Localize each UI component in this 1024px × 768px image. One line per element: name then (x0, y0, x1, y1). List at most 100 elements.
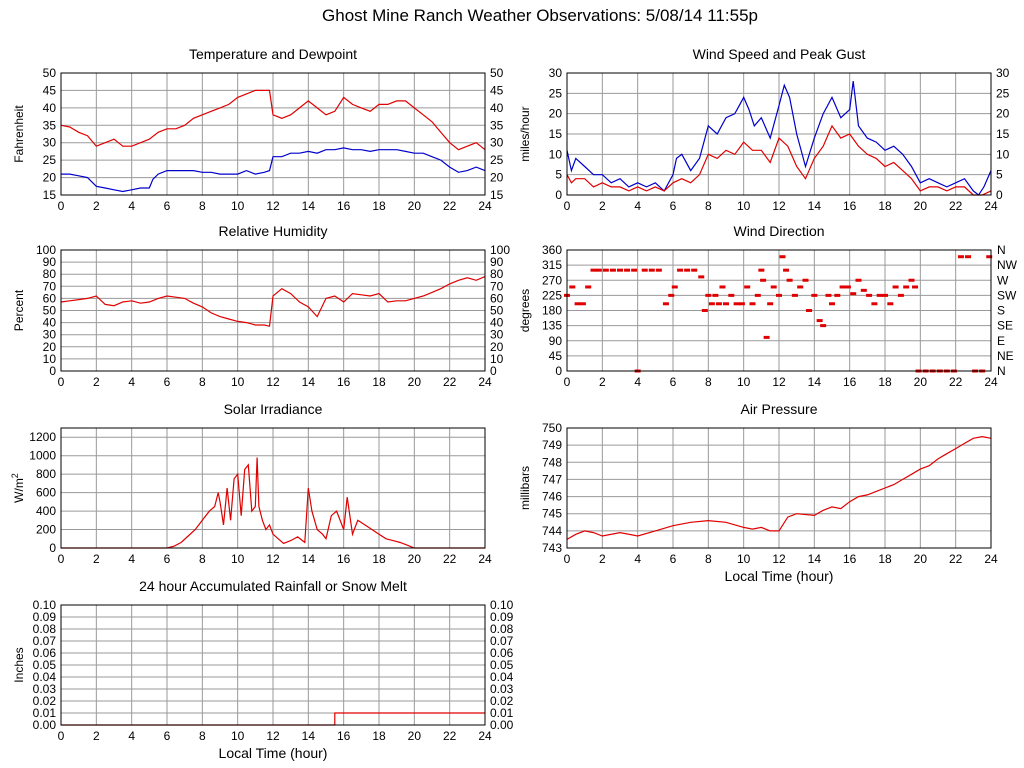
x-tick-label: 12 (266, 199, 280, 213)
x-tick-label: 18 (878, 552, 892, 566)
direction-point (797, 285, 804, 289)
x-tick-label: 14 (808, 375, 822, 389)
direction-point (668, 293, 675, 297)
y-tick-label-right: 30 (490, 136, 504, 150)
y-tick-label: 20 (549, 107, 563, 121)
x-tick-label: 8 (199, 199, 206, 213)
direction-point (698, 275, 705, 279)
y-tick-label: 360 (542, 243, 562, 257)
x-tick-label: 2 (599, 552, 606, 566)
y-axis-label: millibars (518, 466, 532, 510)
direction-point (850, 292, 857, 296)
x-tick-label: 24 (478, 729, 492, 743)
direction-point (719, 285, 726, 289)
direction-point (715, 302, 722, 306)
y-tick-label: 746 (542, 490, 562, 504)
chart-title: Air Pressure (740, 401, 817, 417)
direction-point (786, 278, 793, 282)
direction-point (590, 268, 597, 272)
y-tick-label: 270 (542, 273, 562, 287)
y-tick-label: 30 (43, 328, 57, 342)
y-tick-label: 0.06 (33, 646, 57, 660)
x-tick-label: 24 (984, 199, 998, 213)
y-tick-label: 70 (43, 279, 57, 293)
x-tick-label: 6 (670, 199, 677, 213)
y-tick-label-right: 20 (490, 171, 504, 185)
direction-point (770, 285, 777, 289)
y-tick-label-right: 40 (490, 316, 504, 330)
direction-point (602, 268, 609, 272)
x-tick-label: 10 (231, 552, 245, 566)
x-tick-label: 16 (337, 199, 351, 213)
direction-point (579, 302, 586, 306)
y-tick-label-right: 0.08 (490, 622, 514, 636)
y-tick-label: 30 (43, 136, 57, 150)
direction-point (684, 268, 691, 272)
x-tick-label: 22 (949, 199, 963, 213)
y-tick-label-right: 0.07 (490, 634, 514, 648)
series-line-1 (61, 457, 485, 549)
x-tick-label: 14 (808, 199, 822, 213)
direction-point (779, 255, 786, 259)
y-tick-label-right: 10 (996, 147, 1010, 161)
x-tick-label: 10 (737, 552, 751, 566)
x-tick-label: 18 (372, 729, 386, 743)
direction-point (783, 268, 790, 272)
direction-point (609, 268, 616, 272)
direction-point (816, 319, 823, 323)
direction-point (791, 293, 798, 297)
direction-point (728, 293, 735, 297)
direction-point (585, 285, 592, 289)
x-tick-label: 12 (266, 375, 280, 389)
y-tick-label-right: 0.00 (490, 718, 514, 732)
x-tick-label: 10 (737, 199, 751, 213)
x-axis-label: Local Time (hour) (219, 745, 328, 761)
direction-point (892, 285, 899, 289)
x-tick-label: 18 (878, 375, 892, 389)
x-tick-label: 2 (93, 375, 100, 389)
y-axis-label-superscript: 2 (10, 473, 20, 478)
y-tick-label-right: 50 (490, 66, 504, 80)
y-tick-label: 743 (542, 541, 562, 555)
y-tick-label: 100 (36, 243, 56, 257)
x-tick-label: 0 (564, 199, 571, 213)
direction-point (569, 285, 576, 289)
direction-point (855, 278, 862, 282)
x-tick-label: 2 (93, 552, 100, 566)
direction-point (705, 293, 712, 297)
x-tick-label: 6 (164, 729, 171, 743)
x-axis-label: Local Time (hour) (725, 568, 834, 584)
y-tick-label: 35 (43, 118, 57, 132)
x-tick-label: 24 (984, 375, 998, 389)
direction-point (617, 268, 623, 272)
y-tick-label: 90 (43, 255, 57, 269)
y-tick-label-right: 60 (490, 291, 504, 305)
x-tick-label: 16 (843, 552, 857, 566)
x-tick-label: 12 (266, 552, 280, 566)
direction-point (806, 309, 813, 312)
direction-point (882, 293, 888, 297)
x-tick-label: 20 (408, 729, 422, 743)
y-tick-label: 0.09 (33, 610, 57, 624)
y-tick-label: 315 (542, 258, 562, 272)
x-tick-label: 12 (772, 199, 786, 213)
right-direction-label: SE (997, 319, 1013, 333)
y-tick-label-right: 25 (996, 86, 1010, 100)
right-direction-label: W (997, 273, 1009, 287)
direction-point (624, 268, 631, 272)
direction-point (648, 268, 655, 272)
direction-point (712, 293, 719, 297)
direction-point (738, 302, 745, 306)
right-direction-label: NW (997, 258, 1018, 272)
y-tick-label-right: 0 (996, 188, 1003, 202)
chart-title: Wind Direction (733, 223, 824, 239)
y-tick-label: 744 (542, 524, 562, 538)
x-tick-label: 8 (199, 375, 206, 389)
x-tick-label: 20 (408, 199, 422, 213)
y-tick-label-right: 10 (490, 352, 504, 366)
x-tick-label: 6 (670, 375, 677, 389)
y-tick-label-right: 0.01 (490, 706, 514, 720)
